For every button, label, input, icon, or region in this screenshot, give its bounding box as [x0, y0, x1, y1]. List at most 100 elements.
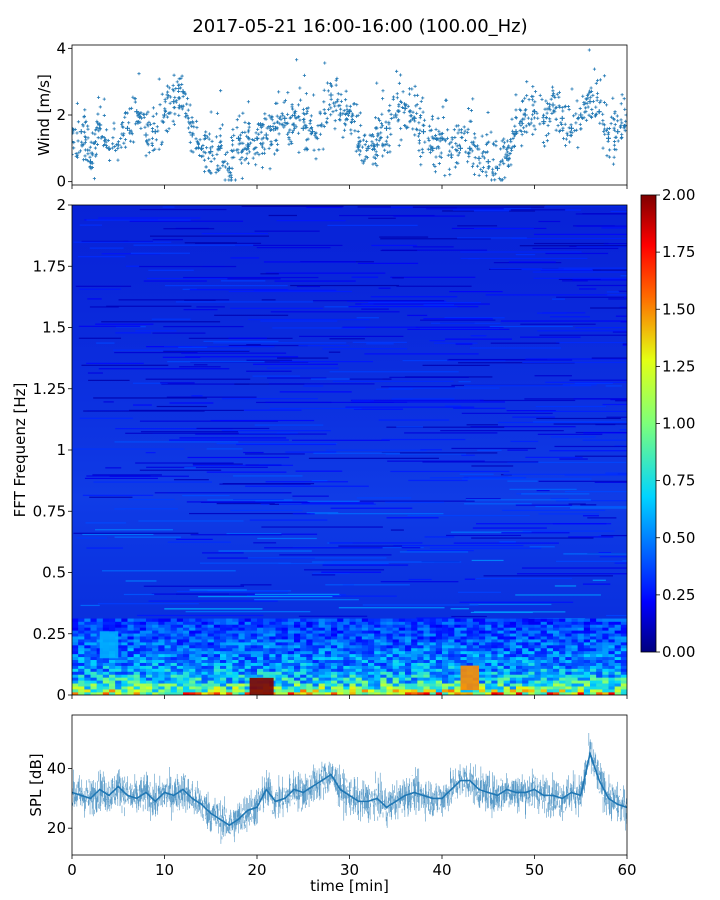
wind-point [214, 171, 218, 175]
spectrogram-cell [121, 647, 128, 652]
spectrogram-streak [615, 315, 627, 317]
wind-point [525, 94, 529, 98]
spectrogram-cell [380, 662, 387, 666]
spectrogram-cell [590, 647, 597, 652]
spectrogram-streak [449, 291, 503, 293]
spectrogram-cell [608, 647, 615, 652]
spectrogram-cell [312, 665, 319, 669]
spectrogram-cell [361, 692, 369, 695]
wind-point [230, 143, 235, 147]
spectrogram-cell [472, 624, 480, 628]
spectrogram-cell [571, 665, 578, 669]
spectrogram-cell [207, 653, 215, 658]
wind-point [309, 131, 314, 136]
wind-point [219, 89, 223, 93]
wind-point [197, 145, 201, 150]
spectrogram-cell [281, 642, 289, 646]
wind-point [218, 134, 222, 138]
wind-point [275, 120, 279, 124]
wind-point [177, 86, 181, 91]
spectrogram-cell [528, 662, 535, 666]
spectrogram-streak [207, 499, 293, 501]
wind-point [333, 119, 337, 123]
wind-point [229, 148, 233, 153]
spectrogram-cell [380, 692, 387, 695]
wind-point [172, 122, 176, 126]
spectrogram-cell [583, 662, 591, 666]
wind-point [226, 168, 230, 172]
wind-point [421, 96, 425, 100]
spectrogram-cell [460, 650, 467, 655]
spectrogram-streak [455, 343, 473, 345]
wind-point [463, 129, 467, 133]
spectrogram-cell [608, 653, 615, 658]
spectrogram-cell [158, 630, 165, 634]
spectrogram-cell [528, 633, 535, 637]
spectrogram-streak [606, 614, 627, 617]
spectrogram-cell [207, 636, 215, 640]
spectrogram-cell [170, 665, 178, 669]
spectrogram-cell [337, 621, 344, 625]
spectrogram-cell [324, 662, 332, 666]
spectrogram-cell [331, 650, 338, 655]
spectrogram-cell [324, 665, 332, 669]
spectrogram-cell [497, 633, 504, 637]
spectrogram-streak [408, 578, 432, 581]
spectrogram-cell [183, 683, 190, 687]
spectrogram-cell [423, 624, 430, 628]
spectrogram-streak [320, 327, 366, 329]
spectrogram-streak [279, 391, 352, 393]
wind-point [161, 120, 165, 124]
wind-point [471, 97, 475, 101]
spectrogram-cell [454, 692, 461, 695]
wind-point [553, 95, 557, 100]
wind-point [446, 128, 450, 132]
wind-point [202, 158, 207, 162]
spectrogram-cell [312, 671, 319, 675]
wind-point [152, 121, 156, 126]
wind-point [535, 111, 539, 115]
spectrogram-cell [207, 692, 215, 695]
spectrogram-cell [528, 645, 535, 649]
wind-point [185, 102, 189, 106]
spectrogram-cell [454, 674, 461, 678]
spectrogram-cell [479, 636, 486, 640]
wind-point [466, 151, 470, 156]
wind-point [358, 149, 362, 153]
spectrogram-cell [127, 692, 134, 695]
spectrogram-cell [485, 674, 492, 678]
spl-point [496, 794, 499, 797]
spectrogram-cell [109, 689, 116, 693]
spectrogram-cell [343, 674, 350, 678]
spectrogram-cell [540, 627, 548, 631]
spectrogram-cell [275, 621, 282, 625]
spectrogram-cell [109, 683, 116, 687]
spectrogram-cell [281, 692, 289, 695]
spectrogram-streak [422, 364, 490, 366]
spectrogram-cell [152, 618, 159, 622]
spectrogram-streak [461, 454, 475, 456]
spectrogram-cell [343, 656, 350, 661]
wind-point [506, 158, 510, 162]
spl-point [450, 788, 453, 791]
spectrogram-cell [232, 630, 239, 634]
spectrogram-cell [90, 662, 97, 666]
spectrogram-cell [102, 686, 110, 690]
spectrogram-streak [103, 401, 114, 403]
spectrogram-cell [571, 659, 578, 663]
spectrogram-cell [139, 645, 147, 649]
spectrogram-cell [405, 671, 412, 675]
wind-point [570, 131, 574, 135]
spectrogram-cell [559, 689, 566, 693]
spectrogram-streak [236, 443, 336, 446]
spectrogram-cell [152, 677, 159, 681]
spectrogram-cell [423, 642, 430, 646]
wind-point [457, 128, 461, 132]
spectrogram-streak [82, 533, 154, 536]
spectrogram-cell [534, 674, 541, 678]
spectrogram-streak [98, 368, 230, 370]
wind-point [591, 93, 595, 97]
wind-point [395, 69, 399, 73]
spectrogram-cell [374, 633, 381, 637]
spectrogram-cell [411, 645, 418, 649]
